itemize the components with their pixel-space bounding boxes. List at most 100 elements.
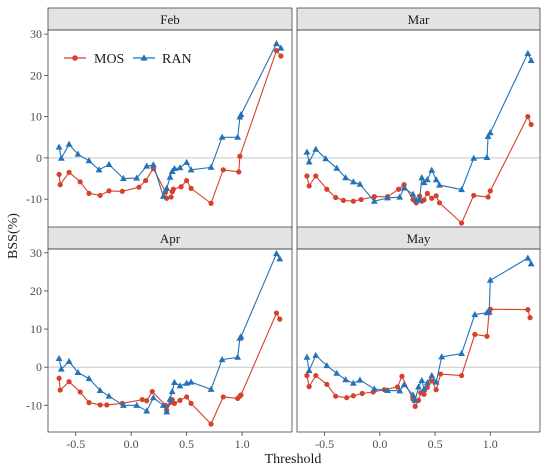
data-point-ran [527,260,535,267]
data-point-mos [394,384,401,390]
data-point-ran [342,174,350,181]
data-point-ran [133,401,141,408]
data-point-ran [65,357,73,364]
data-point-mos [273,310,280,316]
data-point-ran [470,154,478,161]
data-point-ran [409,391,417,398]
x-tick-label: -0.5 [315,437,334,451]
data-point-ran [57,154,65,161]
data-point-ran [218,355,226,363]
data-point-mos [278,53,284,59]
data-point-mos [188,400,194,407]
data-point-mos [421,391,427,397]
data-point-ran [85,375,93,382]
x-tick-label: 0.0 [124,437,139,451]
panel-may: May -0.5 0.0 0.5 1.0 [296,226,541,451]
data-point-ran [527,56,535,64]
data-point-mos [525,307,531,313]
data-point-mos [344,395,350,401]
data-point-ran [436,181,443,188]
data-point-ran [305,158,313,165]
data-point-ran [418,376,426,384]
data-point-ran [119,401,127,408]
x-tick-label: 0.5 [179,437,194,451]
data-point-mos [525,114,531,120]
data-point-mos [313,372,319,379]
data-point-ran [415,383,422,390]
x-tick-label: 1.0 [483,437,498,451]
series-line-mos [58,311,281,425]
y-tick-label: -10 [26,192,42,206]
data-point-mos [237,153,243,159]
data-point-ran [159,401,167,408]
data-point-mos [86,400,92,406]
legend-label-ran: RAN [162,52,192,67]
data-point-mos [359,390,365,397]
data-point-ran [484,132,492,139]
data-point-mos [208,200,214,206]
data-point-mos [313,173,319,179]
data-point-mos [220,167,226,173]
data-point-ran [133,174,141,181]
data-point-mos [304,372,310,379]
data-point-ran [485,308,493,315]
data-point-ran [370,385,378,392]
y-tick-label: 0 [36,360,42,374]
data-point-ran [74,368,82,376]
data-point-ran [105,392,113,399]
data-point-ran [423,176,431,183]
y-tick-label: 20 [30,284,42,298]
panels-layer: Feb -10 0 10 20 30 Mar Apr -10 0 10 20 30 -0.5 0.0 0.5 1… [26,7,541,451]
data-point-mos [436,200,443,206]
data-point-mos [471,192,477,199]
series-line-ran [306,257,532,403]
data-point-ran [96,386,104,393]
data-point-ran [207,163,215,170]
data-point-ran [370,197,378,204]
data-point-ran [176,164,184,171]
data-point-mos [472,331,478,337]
y-tick-label: 20 [30,68,42,82]
data-point-ran [400,381,408,388]
data-point-ran [149,394,157,401]
data-point-ran [418,174,426,181]
data-point-ran [159,192,167,199]
data-point-ran [171,378,178,385]
data-point-ran [323,362,331,369]
data-point-ran [95,166,103,173]
y-tick-label: 30 [30,27,42,41]
y-tick-label: -10 [26,398,42,412]
panel-feb: Feb -10 0 10 20 30 [26,7,293,229]
data-point-mos [484,333,490,339]
data-point-ran [273,40,280,47]
data-point-ran [423,379,431,386]
data-point-ran [438,353,446,360]
data-point-mos [396,186,402,192]
data-point-ran [55,143,63,150]
data-point-mos [458,372,465,379]
data-point-mos [77,389,83,395]
data-point-ran [400,184,408,191]
panel-frame [47,248,293,433]
legend: MOS RAN [64,52,192,67]
data-point-mos [56,171,62,177]
data-point-mos [424,190,430,196]
data-point-mos [86,190,92,196]
data-point-ran [486,276,494,283]
panel-title: Apr [160,231,181,246]
data-point-mos [437,371,444,377]
data-point-ran [303,148,311,155]
data-point-mos [273,48,280,54]
data-point-ran [458,349,465,356]
data-point-mos [421,197,427,203]
data-point-ran [163,408,171,415]
legend-label-mos: MOS [94,52,124,67]
data-point-mos [66,169,72,175]
x-tick-label: 1.0 [235,437,250,451]
data-point-ran [237,333,245,340]
data-point-ran [458,186,465,193]
panel-title: Feb [160,12,180,27]
x-axis-title: Threshold [265,452,322,467]
data-point-ran [163,184,171,191]
data-point-mos [139,396,145,403]
